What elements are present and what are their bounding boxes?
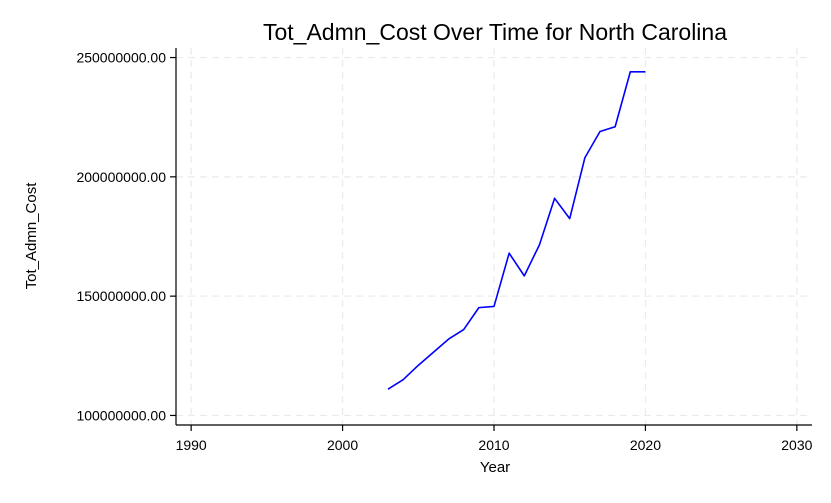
- y-tick-label: 100000000.00: [76, 407, 166, 423]
- x-tick-label: 2010: [478, 437, 509, 453]
- x-tick-label: 2020: [630, 437, 661, 453]
- y-tick-label: 250000000.00: [76, 50, 166, 66]
- y-tick-label: 200000000.00: [76, 169, 166, 185]
- chart-title: Tot_Admn_Cost Over Time for North Caroli…: [263, 19, 727, 45]
- x-tick-label: 1990: [176, 437, 207, 453]
- tick-labels: 1990 2000 2010 2020 2030 100000000.00 15000000…: [76, 50, 812, 453]
- x-tick-label: 2030: [781, 437, 812, 453]
- series-line: [387, 71, 646, 390]
- y-axis-label: Tot_Admn_Cost: [23, 182, 40, 290]
- axes: [170, 48, 812, 431]
- gridlines: [176, 48, 812, 425]
- y-tick-label: 150000000.00: [76, 288, 166, 304]
- x-tick-label: 2000: [327, 437, 358, 453]
- x-axis-label: Year: [480, 459, 510, 476]
- series-layer: [387, 71, 646, 390]
